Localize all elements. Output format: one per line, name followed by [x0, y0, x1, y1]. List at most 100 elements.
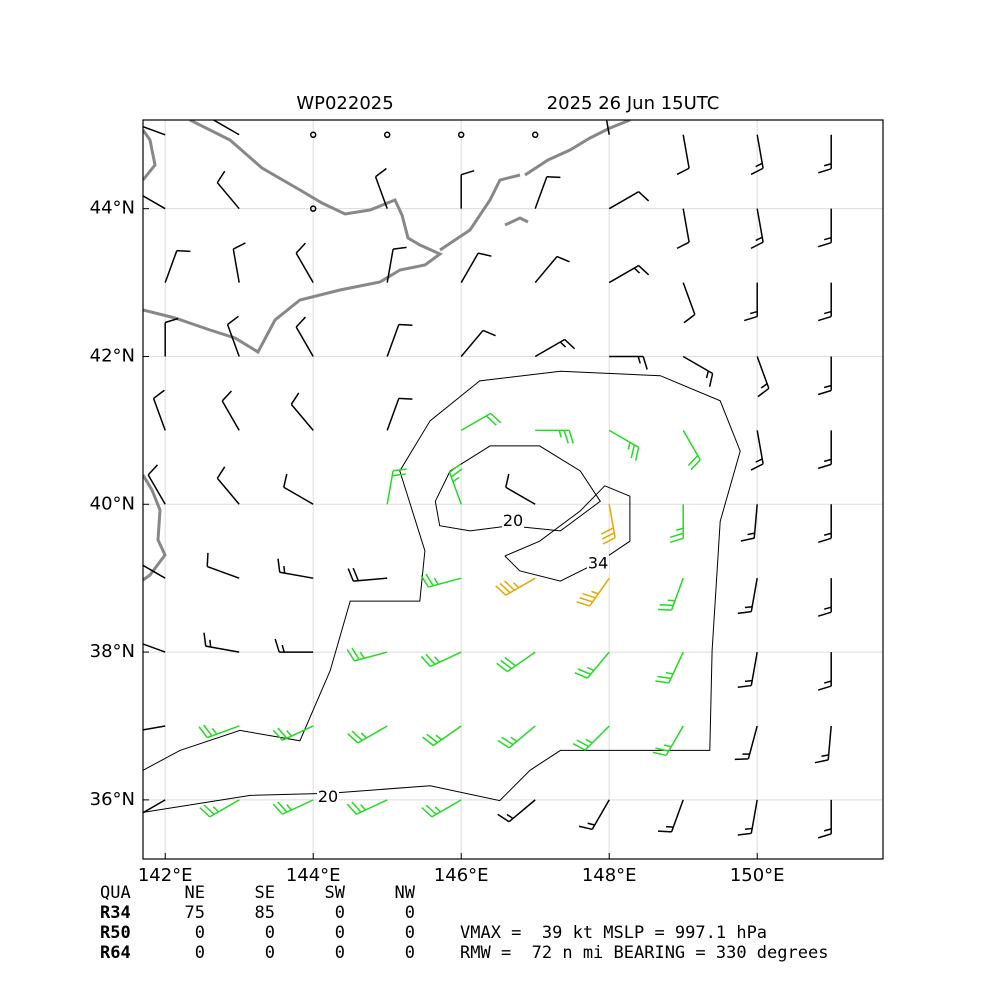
- table-header: SE: [255, 883, 275, 903]
- wind-barb: [605, 120, 610, 135]
- contour-label: 20: [503, 511, 523, 530]
- wind-barb: [737, 578, 758, 615]
- wind-barb: [143, 194, 166, 210]
- table-header: NE: [185, 883, 205, 903]
- x-tick-label: 150°E: [730, 865, 785, 886]
- grid-layer: [143, 120, 883, 859]
- calm-marker: [309, 205, 317, 212]
- wind-barb: [420, 573, 462, 588]
- contour-label: 34: [588, 554, 608, 573]
- y-tick-label: 40°N: [90, 493, 135, 514]
- wind-barb: [496, 651, 536, 673]
- wind-barb: [152, 389, 166, 431]
- contour-line: [504, 485, 631, 582]
- row-label: R34: [100, 903, 131, 923]
- wind-barb: [295, 316, 314, 357]
- wind-barb: [147, 464, 166, 505]
- coastline: [143, 474, 167, 582]
- x-tick-label: 142°E: [138, 865, 193, 886]
- wind-barb: [578, 799, 610, 831]
- wind-barb: [143, 564, 166, 579]
- wind-barb: [199, 799, 240, 818]
- table-header: SW: [325, 883, 346, 903]
- wind-barb: [295, 242, 314, 283]
- wind-barb: [657, 799, 684, 833]
- wind-barb: [143, 125, 166, 136]
- row-label: R64: [100, 943, 131, 963]
- wind-barb: [652, 725, 684, 757]
- wind-barb: [682, 355, 714, 387]
- wind-barb: [669, 504, 684, 543]
- wind-barb: [232, 242, 246, 283]
- wind-barb: [448, 463, 463, 505]
- wind-barb: [386, 468, 407, 505]
- wind-barb: [347, 567, 388, 582]
- table-cell: 0: [405, 903, 415, 923]
- wind-barb: [657, 577, 684, 611]
- wind-barb: [655, 651, 684, 684]
- calm-marker: [309, 131, 317, 139]
- wind-barb: [750, 134, 764, 176]
- title-right: 2025 26 Jun 15UTC: [547, 93, 720, 114]
- calm-marker: [531, 131, 539, 139]
- wind-barb: [817, 652, 832, 691]
- wind-barb: [272, 799, 314, 815]
- wind-barb: [505, 473, 536, 505]
- table-cell: 0: [335, 923, 345, 943]
- wind-barb: [750, 430, 764, 471]
- contour-label: 20: [318, 787, 338, 806]
- calm-marker: [457, 131, 465, 139]
- wind-barb: [226, 315, 240, 357]
- wind-barb: [817, 134, 832, 174]
- tick-layer: 142°E 144°E 146°E 148°E 150°E 36°N 38°N 40°N 42°…: [90, 198, 785, 886]
- contour-layer: 20 20 34: [143, 370, 741, 813]
- wind-barb: [734, 725, 758, 761]
- x-tick-label: 146°E: [434, 865, 489, 886]
- table-header: NW: [395, 883, 416, 903]
- x-tick-label: 144°E: [286, 865, 341, 886]
- wind-barb: [737, 651, 758, 688]
- table-cell: 0: [405, 923, 415, 943]
- wind-barb: [756, 356, 770, 398]
- x-tick-label: 148°E: [582, 865, 637, 886]
- wind-barb: [817, 282, 832, 322]
- wind-barb: [576, 577, 610, 607]
- storm-info: RMW = 72 n mi BEARING = 330 degrees: [460, 943, 828, 963]
- y-tick-label: 38°N: [90, 641, 135, 662]
- wind-barb: [386, 397, 413, 431]
- coastlines: [143, 120, 631, 582]
- wind-barb: [346, 647, 388, 662]
- wind-barb: [420, 651, 462, 668]
- table-cell: 0: [335, 903, 345, 923]
- table-cell: 75: [185, 903, 205, 923]
- wind-barb: [535, 429, 574, 444]
- wind-barb: [737, 799, 758, 836]
- wind-barb: [422, 725, 462, 747]
- table-cell: 0: [195, 943, 205, 963]
- contour-label-bg: [502, 512, 524, 531]
- y-tick-label: 36°N: [90, 789, 135, 810]
- wind-barb: [574, 651, 610, 679]
- wind-barb: [534, 255, 570, 284]
- table-cell: 0: [195, 923, 205, 943]
- wind-barb: [460, 252, 492, 283]
- wind-barb: [608, 429, 640, 461]
- coastline: [439, 173, 521, 252]
- wind-barb: [143, 799, 166, 814]
- wind-barb: [743, 282, 758, 322]
- wind-barb: [817, 799, 832, 839]
- wind-barb: [534, 175, 561, 209]
- wind-barb: [460, 412, 502, 432]
- wind-barb: [814, 725, 832, 764]
- wind-barb: [817, 504, 832, 543]
- storm-info: VMAX = 39 kt MSLP = 997.1 hPa: [460, 923, 767, 943]
- wind-barb: [572, 725, 610, 751]
- wind-barb: [534, 338, 576, 358]
- wind-barb: [164, 317, 179, 357]
- wind-barb: [272, 725, 314, 742]
- contour-line: [143, 370, 741, 813]
- wind-barb: [206, 552, 240, 579]
- wind-barb: [608, 264, 650, 284]
